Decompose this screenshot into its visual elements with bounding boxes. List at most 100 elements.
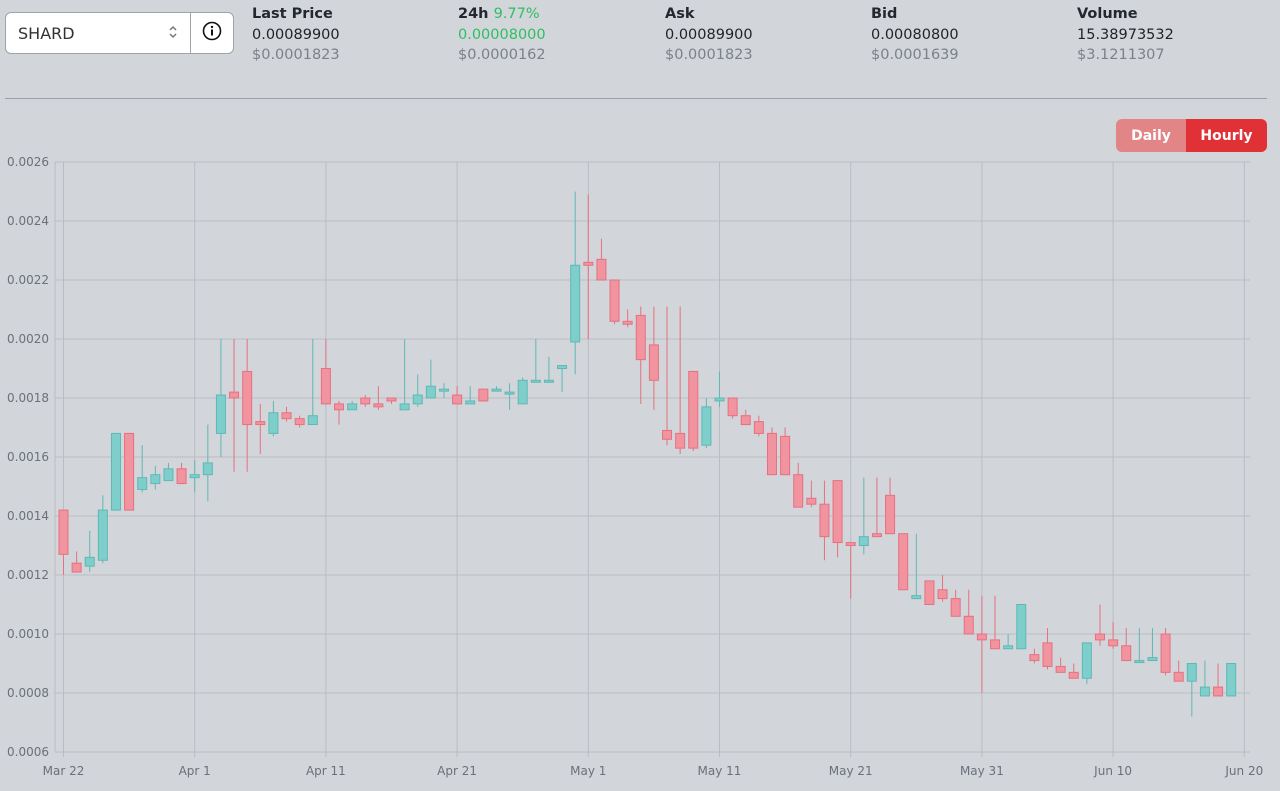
change-24h-label: 24h (458, 6, 489, 22)
candle-body (1147, 657, 1158, 662)
candle-body (937, 589, 948, 600)
candle-body (58, 509, 69, 555)
candle-body (84, 556, 95, 567)
candle-body (885, 494, 896, 535)
candle-body (504, 391, 515, 395)
candle-body (425, 385, 436, 399)
stat-volume: Volume 15.38973532 $3.1211307 (1077, 4, 1174, 66)
candle-body (806, 497, 817, 505)
change-24h-value: 0.00008000 (458, 26, 546, 43)
candle-body (124, 432, 135, 511)
bid-usd: $0.0001639 (871, 47, 959, 63)
candle-body (714, 397, 725, 402)
candle-body (1029, 654, 1040, 662)
x-tick-label: May 21 (829, 764, 873, 778)
candle-body (557, 365, 568, 370)
candle-body (871, 533, 882, 538)
candle-body (858, 536, 869, 546)
candle-body (1134, 660, 1145, 664)
interval-toggle: Daily Hourly (1116, 119, 1267, 152)
candle-body (491, 388, 502, 392)
change-24h-percent: 9.77% (493, 6, 540, 22)
candle-body (819, 503, 830, 538)
stat-last-price: Last Price 0.00089900 $0.0001823 (252, 4, 340, 66)
y-tick-label: 0.0022 (7, 273, 49, 287)
hourly-button[interactable]: Hourly (1186, 119, 1267, 152)
candle-body (1199, 686, 1210, 697)
candle-body (924, 580, 935, 605)
y-tick-label: 0.0024 (7, 214, 49, 228)
candle-body (229, 391, 240, 399)
candle-body (320, 368, 331, 405)
candle-body (990, 639, 1001, 650)
candle-body (347, 403, 358, 411)
candle-body (963, 615, 974, 635)
candle-body (268, 412, 279, 434)
daily-button[interactable]: Daily (1116, 119, 1186, 152)
candle-body (1160, 633, 1171, 673)
candle-body (189, 474, 200, 479)
candle-body (478, 388, 489, 402)
y-tick-label: 0.0012 (7, 568, 49, 582)
stat-ask: Ask 0.00089900 $0.0001823 (665, 4, 753, 66)
market-select[interactable]: SHARD (6, 13, 190, 53)
bid-value: 0.00080800 (871, 26, 959, 43)
candle-body (137, 477, 148, 490)
header-divider (5, 98, 1267, 99)
candle-body (294, 418, 305, 426)
candle-body (976, 633, 987, 641)
candle-body (740, 415, 751, 426)
candle-body (688, 370, 699, 449)
candle-body (635, 314, 646, 361)
candle-body (386, 397, 397, 402)
y-tick-label: 0.0006 (7, 745, 49, 759)
y-tick-label: 0.0010 (7, 627, 49, 641)
candle-body (452, 394, 463, 405)
x-tick-label: Apr 21 (437, 764, 477, 778)
y-tick-label: 0.0026 (7, 155, 49, 169)
candle-body (242, 370, 253, 426)
candle-body (570, 264, 581, 343)
candle-body (753, 421, 764, 434)
candle-body (360, 397, 371, 405)
candle-body (1173, 671, 1184, 682)
candle-body (1068, 671, 1079, 679)
candle-body (648, 344, 659, 381)
candle-body (517, 379, 528, 405)
candle-body (110, 432, 121, 511)
stat-bid: Bid 0.00080800 $0.0001639 (871, 4, 959, 66)
up-down-chevron-icon (168, 24, 178, 42)
candle-body (176, 468, 187, 485)
stat-24h-change: 24h 9.77% 0.00008000 $0.0000162 (458, 4, 546, 66)
candle-body (609, 279, 620, 322)
candle-body (1003, 645, 1014, 650)
candle-body (1186, 663, 1197, 682)
ask-label: Ask (665, 6, 695, 22)
candle-body (793, 474, 804, 508)
candle-body (1121, 645, 1132, 662)
x-tick-label: Mar 22 (43, 764, 85, 778)
volume-usd: $3.1211307 (1077, 47, 1165, 63)
last-price-label: Last Price (252, 6, 333, 22)
market-select-value: SHARD (18, 23, 75, 43)
ask-usd: $0.0001823 (665, 47, 753, 63)
candle-body (1094, 633, 1105, 641)
candle-body (281, 412, 292, 420)
candle-body (1055, 665, 1066, 673)
x-tick-label: Apr 1 (179, 764, 211, 778)
x-tick-label: Jun 10 (1093, 764, 1132, 778)
candlestick-chart: 0.0006 0.0008 0.0010 0.0012 0.0014 0.0016 0.00… (7, 155, 1263, 778)
bid-label: Bid (871, 6, 898, 22)
market-selector[interactable]: SHARD (5, 12, 234, 54)
candle-body (255, 421, 266, 426)
candle-body (71, 562, 82, 573)
candle-body (1226, 663, 1237, 697)
info-button[interactable] (190, 13, 233, 53)
last-price-value: 0.00089900 (252, 26, 340, 43)
candle-body (675, 432, 686, 449)
y-tick-label: 0.0018 (7, 391, 49, 405)
candle-body (530, 379, 541, 383)
candle-body (438, 388, 449, 392)
candle-body (215, 394, 226, 434)
x-tick-label: May 31 (960, 764, 1004, 778)
